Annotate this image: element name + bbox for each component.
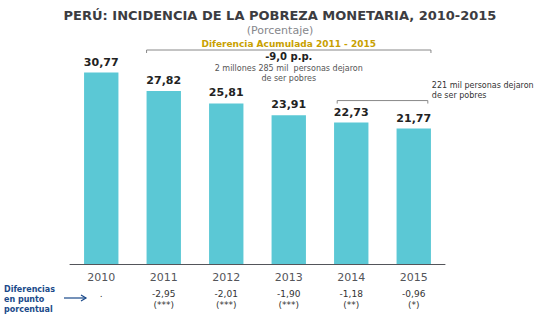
svg-text:25,81: 25,81: [209, 86, 244, 99]
svg-text:30,77: 30,77: [84, 56, 119, 69]
svg-text:.: .: [100, 289, 103, 299]
svg-text:PERÚ: INCIDENCIA DE LA POBREZA: PERÚ: INCIDENCIA DE LA POBREZA MONETARIA…: [64, 8, 497, 23]
svg-text:2015: 2015: [400, 271, 428, 284]
svg-text:(***): (***): [278, 300, 299, 310]
svg-text:(**): (**): [343, 300, 359, 310]
svg-text:21,77: 21,77: [396, 112, 431, 125]
svg-text:-2,95: -2,95: [152, 289, 175, 299]
svg-text:2010: 2010: [87, 271, 115, 284]
svg-text:2013: 2013: [275, 271, 303, 284]
svg-text:2011: 2011: [150, 271, 178, 284]
svg-text:-9,0 p.p.: -9,0 p.p.: [265, 51, 312, 62]
svg-text:(*): (*): [408, 300, 420, 310]
svg-text:27,82: 27,82: [146, 74, 181, 87]
svg-text:de ser pobres: de ser pobres: [261, 74, 316, 83]
svg-text:-2,01: -2,01: [215, 289, 238, 299]
svg-text:de ser pobres: de ser pobres: [432, 91, 487, 100]
svg-text:2014: 2014: [337, 271, 365, 284]
svg-text:-1,18: -1,18: [340, 289, 364, 299]
svg-text:23,91: 23,91: [271, 98, 306, 111]
svg-text:(***): (***): [153, 300, 174, 310]
svg-text:Diferencia Acumulada 2011 - 20: Diferencia Acumulada 2011 - 2015: [201, 39, 376, 49]
svg-text:en punto: en punto: [4, 295, 45, 304]
svg-text:(***): (***): [216, 300, 237, 310]
svg-text:2 millones 285 mil personas d: 2 millones 285 mil personas dejaron: [215, 64, 363, 73]
svg-text:-1,90: -1,90: [277, 289, 301, 299]
svg-text:22,73: 22,73: [334, 106, 369, 119]
svg-text:-0,96: -0,96: [402, 289, 426, 299]
svg-text:221 mil personas dejaron: 221 mil personas dejaron: [432, 81, 534, 90]
svg-text:(Porcentaje): (Porcentaje): [247, 24, 314, 37]
svg-text:porcentual: porcentual: [4, 305, 53, 314]
svg-text:Diferencias: Diferencias: [4, 285, 55, 294]
svg-text:2012: 2012: [212, 271, 240, 284]
